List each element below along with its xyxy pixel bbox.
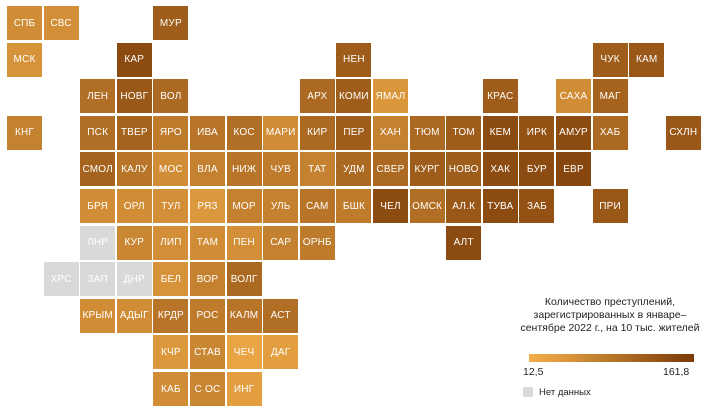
region-tile: КРДР bbox=[153, 298, 189, 333]
region-tile: ПСК bbox=[80, 115, 116, 150]
region-tile: АДЫГ bbox=[116, 298, 152, 333]
region-tile: БРЯ bbox=[80, 189, 116, 223]
legend: Количество преступлений, зарегистрирован… bbox=[520, 296, 700, 398]
region-tile: ЧУК bbox=[592, 42, 628, 77]
region-tile: СХЛН bbox=[665, 115, 701, 150]
region-tile: КИР bbox=[299, 115, 335, 150]
region-tile: КЕМ bbox=[482, 115, 518, 150]
region-tile: ХАК bbox=[482, 152, 518, 187]
legend-color-bar bbox=[529, 354, 694, 362]
legend-max-label: 161,8 bbox=[663, 366, 690, 378]
region-tile: ЧЕЛ bbox=[373, 189, 408, 223]
region-tile: ЗАП bbox=[80, 262, 116, 297]
region-tile: БШК bbox=[336, 189, 372, 223]
region-tile: ВЛА bbox=[190, 152, 225, 187]
region-tile: КРАС bbox=[482, 79, 518, 114]
region-tile: РОС bbox=[190, 298, 225, 333]
region-tile: СВЕР bbox=[373, 152, 408, 187]
region-tile: АЛТ bbox=[446, 225, 482, 260]
region-tile: С ОС bbox=[190, 372, 225, 406]
region-tile: КАР bbox=[116, 42, 152, 77]
region-tile: КУРГ bbox=[409, 152, 445, 187]
region-tile: ХРС bbox=[43, 262, 79, 297]
region-tile: СТАВ bbox=[190, 335, 225, 370]
region-tile: ТВЕР bbox=[116, 115, 152, 150]
region-tile: КАБ bbox=[153, 372, 189, 406]
region-tile: ХАН bbox=[373, 115, 408, 150]
region-tile: ВОЛГ bbox=[226, 262, 262, 297]
region-tile: ЛНР bbox=[80, 225, 116, 260]
region-tile: СМОЛ bbox=[80, 152, 116, 187]
region-tile: ХАБ bbox=[592, 115, 628, 150]
region-tile: ОМСК bbox=[409, 189, 445, 223]
region-tile: ЧУВ bbox=[263, 152, 299, 187]
region-tile: ТУВА bbox=[482, 189, 518, 223]
region-tile: СПБ bbox=[7, 6, 42, 40]
region-tile: ТУЛ bbox=[153, 189, 189, 223]
region-tile: КУР bbox=[116, 225, 152, 260]
region-tile: НИЖ bbox=[226, 152, 262, 187]
region-tile: УДМ bbox=[336, 152, 372, 187]
region-tile: СВС bbox=[43, 6, 79, 40]
region-tile: КОС bbox=[226, 115, 262, 150]
region-tile: КАМ bbox=[629, 42, 665, 77]
region-tile: ОРЛ bbox=[116, 189, 152, 223]
region-tile: НОВГ bbox=[116, 79, 152, 114]
region-tile: ИРК bbox=[519, 115, 555, 150]
region-tile: ДНР bbox=[116, 262, 152, 297]
region-tile: ДАГ bbox=[263, 335, 299, 370]
region-tile: ПЕН bbox=[226, 225, 262, 260]
region-tile: КАЛУ bbox=[116, 152, 152, 187]
region-tile: БЕЛ bbox=[153, 262, 189, 297]
region-tile: НЕН bbox=[336, 42, 372, 77]
region-tile: КНГ bbox=[7, 115, 42, 150]
region-tile: ЛИП bbox=[153, 225, 189, 260]
region-tile: МАГ bbox=[592, 79, 628, 114]
region-tile: АЛ.К bbox=[446, 189, 482, 223]
region-tile: САХА bbox=[556, 79, 591, 114]
region-tile: ТАМ bbox=[190, 225, 225, 260]
legend-title: Количество преступлений, зарегистрирован… bbox=[520, 296, 700, 334]
no-data-swatch bbox=[523, 387, 533, 397]
region-tile: САМ bbox=[299, 189, 335, 223]
no-data-label: Нет данных bbox=[539, 387, 591, 398]
region-tile: МУР bbox=[153, 6, 189, 40]
region-tile: БУР bbox=[519, 152, 555, 187]
region-tile: ЯРО bbox=[153, 115, 189, 150]
legend-min-label: 12,5 bbox=[523, 366, 544, 378]
region-tile: МОР bbox=[226, 189, 262, 223]
region-tile: ТОМ bbox=[446, 115, 482, 150]
region-tile: ЧЕЧ bbox=[226, 335, 262, 370]
region-tile: КАЛМ bbox=[226, 298, 262, 333]
region-tile: ПРИ bbox=[592, 189, 628, 223]
region-tile: ЕВР bbox=[556, 152, 591, 187]
region-tile: РЯЗ bbox=[190, 189, 225, 223]
region-tile: АМУР bbox=[556, 115, 591, 150]
region-tile: САР bbox=[263, 225, 299, 260]
region-tile: ТЮМ bbox=[409, 115, 445, 150]
region-tile: МСК bbox=[7, 42, 42, 77]
region-tile: ВОР bbox=[190, 262, 225, 297]
region-tile: УЛЬ bbox=[263, 189, 299, 223]
region-tile: АСТ bbox=[263, 298, 299, 333]
region-tile: ИНГ bbox=[226, 372, 262, 406]
region-tile: КРЫМ bbox=[80, 298, 116, 333]
region-tile: ЯМАЛ bbox=[373, 79, 408, 114]
region-tile: ВОЛ bbox=[153, 79, 189, 114]
region-tile: ПЕР bbox=[336, 115, 372, 150]
region-tile: ЛЕН bbox=[80, 79, 116, 114]
region-tile: ИВА bbox=[190, 115, 225, 150]
region-tile: КЧР bbox=[153, 335, 189, 370]
region-tile: ЗАБ bbox=[519, 189, 555, 223]
region-tile: ТАТ bbox=[299, 152, 335, 187]
region-tile: АРХ bbox=[299, 79, 335, 114]
region-tile: МАРИ bbox=[263, 115, 299, 150]
region-tile: ОРНБ bbox=[299, 225, 335, 260]
region-tile: КОМИ bbox=[336, 79, 372, 114]
region-tile: НОВО bbox=[446, 152, 482, 187]
region-tile: МОС bbox=[153, 152, 189, 187]
